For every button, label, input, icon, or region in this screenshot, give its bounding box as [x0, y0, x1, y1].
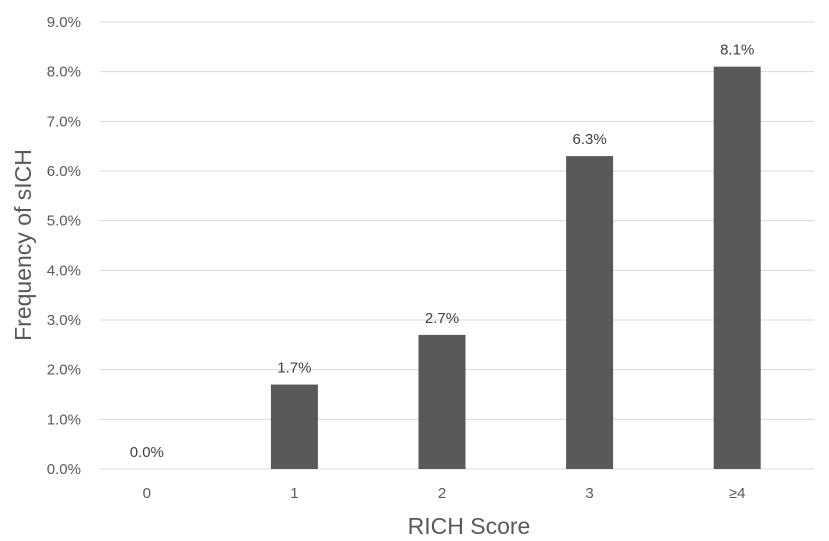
y-tick-label: 7.0%	[47, 113, 81, 130]
data-label: 1.7%	[277, 360, 311, 377]
x-tick-label: ≥4	[729, 485, 746, 502]
y-tick-label: 5.0%	[47, 213, 81, 230]
data-label: 2.7%	[425, 310, 459, 327]
y-tick-label: 0.0%	[47, 461, 81, 478]
y-tick-label: 1.0%	[47, 411, 81, 428]
y-tick-label: 4.0%	[47, 262, 81, 279]
y-tick-label: 9.0%	[47, 14, 81, 31]
y-tick-label: 8.0%	[47, 64, 81, 81]
x-tick-label: 0	[143, 485, 151, 502]
bar-2	[418, 334, 466, 469]
data-label: 6.3%	[572, 131, 606, 148]
x-tick-label: 3	[585, 485, 593, 502]
x-axis-title: RICH Score	[408, 513, 531, 536]
y-tick-label: 3.0%	[47, 312, 81, 329]
data-label: 8.1%	[720, 42, 754, 59]
bar-1	[270, 384, 318, 469]
y-tick-label: 2.0%	[47, 362, 81, 379]
gridlines	[100, 21, 814, 470]
bars	[270, 66, 761, 469]
data-labels: 0.0% 1.7% 2.7% 6.3% 8.1%	[130, 42, 755, 461]
x-tick-label: 1	[290, 485, 298, 502]
y-axis-tick-labels: 0.0% 1.0% 2.0% 3.0% 4.0% 5.0% 6.0% 7.0% 8.0% 9.0%	[47, 14, 81, 478]
bar-≥4	[713, 66, 761, 469]
data-label: 0.0%	[130, 444, 164, 461]
y-tick-label: 6.0%	[47, 163, 81, 180]
bar-3	[566, 156, 614, 469]
x-axis-tick-labels: 0 1 2 3 ≥4	[143, 485, 746, 502]
x-tick-label: 2	[438, 485, 446, 502]
y-axis-title: Frequency of sICH	[10, 149, 36, 341]
